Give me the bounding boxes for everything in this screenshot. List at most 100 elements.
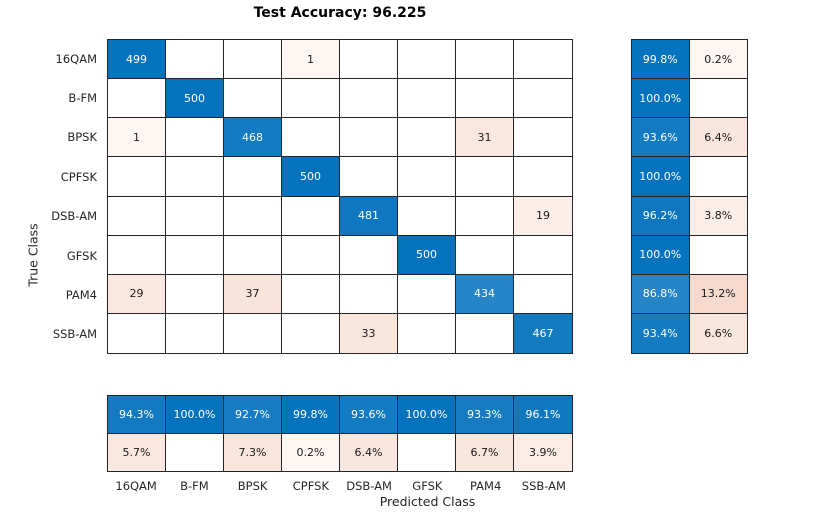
y-tick-label: CPFSK [60,169,97,184]
column-summary-cell: 7.3% [224,433,282,471]
matrix-cell [514,79,572,119]
matrix-cell [398,79,456,119]
y-tick-label: DSB-AM [51,209,97,224]
matrix-cell [224,313,282,353]
matrix-cell [514,118,572,158]
y-tick-labels: 16QAM B-FM BPSK CPFSK DSB-AM GFSK PAM4 SSB-AM [0,39,101,354]
matrix-cell [108,313,166,353]
matrix-cell: 481 [340,196,398,236]
row-summary-cell: 86.8% [632,274,690,314]
matrix-cell [514,274,572,314]
y-tick-label: PAM4 [65,287,97,302]
matrix-cell [166,313,224,353]
matrix-cell [398,157,456,197]
matrix-cell [456,235,514,275]
matrix-cell [166,40,224,80]
matrix-cell [224,196,282,236]
matrix-cell: 467 [514,313,572,353]
row-summary-grid: 99.8% 0.2% 100.0% 93.6% 6.4% 100.0% 96.2% 3.8% 1… [631,39,748,354]
matrix-cell [340,118,398,158]
matrix-cell [282,118,340,158]
x-tick-label: 16QAM [115,478,157,493]
x-tick-label: B-FM [180,478,209,493]
matrix-cell [224,235,282,275]
matrix-cell: 500 [166,79,224,119]
matrix-cell [166,196,224,236]
column-summary-grid: 94.3% 100.0% 92.7% 99.8% 93.6% 100.0% 93.3% 96.… [107,395,573,472]
column-summary-cell: 5.7% [108,433,166,471]
matrix-cell [456,40,514,80]
matrix-cell: 33 [340,313,398,353]
column-summary-cell: 100.0% [398,396,456,434]
column-summary-cell: 99.8% [282,396,340,434]
column-summary-cell: 92.7% [224,396,282,434]
x-tick-label: GFSK [412,478,443,493]
matrix-cell [398,40,456,80]
matrix-cell: 500 [398,235,456,275]
matrix-cell [340,157,398,197]
row-summary-cell: 0.2% [689,40,747,80]
x-tick-labels: 16QAM B-FM BPSK CPFSK DSB-AM GFSK PAM4 SSB-AM [107,478,573,493]
column-summary-cell: 0.2% [282,433,340,471]
row-summary-cell: 13.2% [689,274,747,314]
x-tick-label: DSB-AM [346,478,392,493]
matrix-cell [282,274,340,314]
matrix-cell [166,235,224,275]
row-summary-cell: 100.0% [632,235,690,275]
matrix-cell [398,274,456,314]
column-summary-cell [166,433,224,471]
column-summary-cell: 94.3% [108,396,166,434]
matrix-cell [108,196,166,236]
matrix-cell: 37 [224,274,282,314]
matrix-cell [514,157,572,197]
matrix-cell: 31 [456,118,514,158]
matrix-cell: 499 [108,40,166,80]
column-summary-cell: 3.9% [514,433,572,471]
matrix-cell [282,196,340,236]
matrix-cell [340,235,398,275]
matrix-cell: 434 [456,274,514,314]
row-summary-cell: 6.4% [689,118,747,158]
x-tick-label: BPSK [237,478,268,493]
matrix-cell [398,313,456,353]
column-summary-cell: 96.1% [514,396,572,434]
matrix-cell: 500 [282,157,340,197]
matrix-cell [166,118,224,158]
row-summary-cell [689,235,747,275]
y-tick-label: SSB-AM [52,327,97,342]
matrix-cell [398,196,456,236]
matrix-cell [514,40,572,80]
matrix-cell [340,274,398,314]
matrix-cell: 19 [514,196,572,236]
matrix-cell [456,157,514,197]
row-summary-cell: 96.2% [632,196,690,236]
x-tick-label: SSB-AM [521,478,566,493]
matrix-cell [456,313,514,353]
matrix-cell [340,79,398,119]
row-summary-cell [689,79,747,119]
matrix-cell [282,79,340,119]
row-summary-cell: 93.6% [632,118,690,158]
confusion-matrix-grid: 499 1 500 1 468 31 500 481 19 500 29 37 434 33 467 [107,39,573,354]
matrix-cell [456,79,514,119]
matrix-cell [224,40,282,80]
row-summary-cell: 93.4% [632,313,690,353]
row-summary-cell [689,157,747,197]
column-summary-cell: 6.7% [456,433,514,471]
matrix-cell: 29 [108,274,166,314]
matrix-cell [340,40,398,80]
matrix-cell [166,157,224,197]
matrix-cell [108,157,166,197]
matrix-cell: 468 [224,118,282,158]
row-summary-cell: 100.0% [632,79,690,119]
x-tick-label: CPFSK [292,478,329,493]
chart-title: Test Accuracy: 96.225 [253,5,427,21]
column-summary-cell: 6.4% [340,433,398,471]
column-summary-cell: 93.3% [456,396,514,434]
row-summary-cell: 99.8% [632,40,690,80]
row-summary-cell: 3.8% [689,196,747,236]
matrix-cell [224,157,282,197]
row-summary-cell: 6.6% [689,313,747,353]
matrix-cell [282,313,340,353]
matrix-cell [282,235,340,275]
